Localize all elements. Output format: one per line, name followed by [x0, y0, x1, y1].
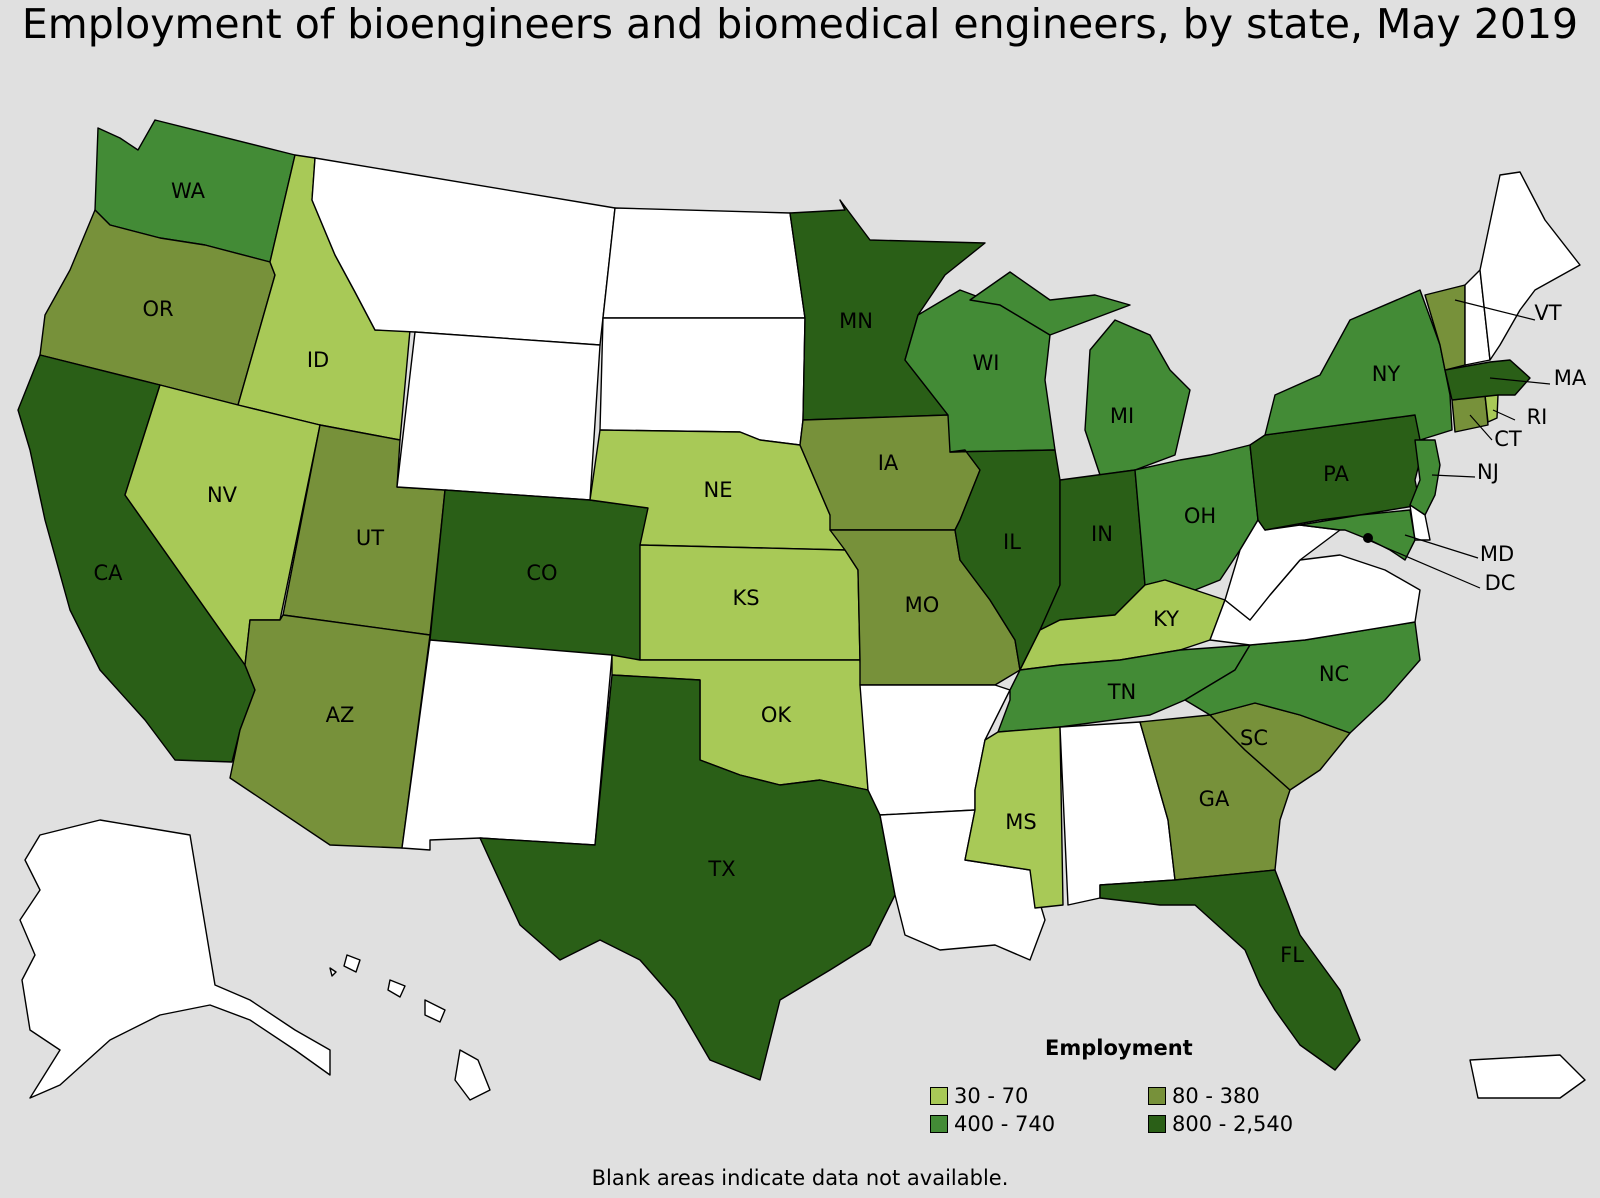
state-label-sc: SC: [1240, 726, 1268, 750]
state-label-ri: RI: [1527, 405, 1548, 429]
legend-label: 30 - 70: [954, 1084, 1029, 1108]
legend-swatch: [1148, 1087, 1166, 1105]
state-mi-upper[interactable]: [969, 271, 1131, 336]
state-label-ga: GA: [1199, 787, 1230, 811]
state-label-oh: OH: [1184, 504, 1216, 528]
state-ri[interactable]: [1484, 394, 1499, 423]
legend-label: 400 - 740: [954, 1112, 1056, 1136]
state-nj[interactable]: [1409, 439, 1441, 516]
state-label-wi: WI: [973, 351, 1000, 375]
leader-ri: [1492, 409, 1516, 421]
state-mn[interactable]: [789, 199, 986, 421]
state-me[interactable]: [1479, 171, 1581, 361]
state-label-ks: KS: [732, 586, 759, 610]
state-label-or: OR: [142, 297, 173, 321]
state-label-id: ID: [307, 348, 329, 372]
leader-md: [1404, 534, 1479, 559]
state-vt[interactable]: [1424, 284, 1466, 371]
state-fl[interactable]: [1099, 869, 1361, 1071]
state-label-nj: NJ: [1477, 460, 1499, 484]
state-hi-islands[interactable]: [329, 954, 446, 1023]
state-label-tx: TX: [707, 857, 735, 881]
state-tx[interactable]: [479, 674, 896, 1081]
legend-swatch: [930, 1087, 948, 1105]
state-hi[interactable]: [454, 1049, 491, 1101]
state-label-pa: PA: [1323, 462, 1349, 486]
state-ct[interactable]: [1451, 394, 1489, 433]
state-de[interactable]: [1409, 504, 1431, 541]
legend-swatch: [1148, 1115, 1166, 1133]
leader-dc: [1367, 539, 1481, 589]
state-label-tn: TN: [1107, 680, 1137, 704]
legend-title: Employment: [1045, 1036, 1193, 1060]
state-label-ca: CA: [93, 561, 123, 585]
state-label-ok: OK: [761, 703, 793, 727]
state-label-fl: FL: [1280, 943, 1304, 967]
state-ny[interactable]: [1264, 289, 1453, 441]
state-label-az: AZ: [326, 703, 355, 727]
state-az[interactable]: [229, 614, 431, 849]
state-label-wa: WA: [171, 179, 206, 203]
state-nm[interactable]: [401, 639, 613, 851]
state-ma[interactable]: [1444, 359, 1531, 401]
legend-item-400-740: 400 - 740: [930, 1112, 1055, 1136]
leader-vt: [1454, 299, 1536, 321]
footnote: Blank areas indicate data not available.: [591, 1166, 1009, 1190]
state-mi[interactable]: [1084, 319, 1191, 476]
state-pr[interactable]: [1469, 1054, 1586, 1099]
legend-item-30-70: 30 - 70: [930, 1084, 1028, 1108]
map-title: Employment of bioengineers and biomedica…: [21, 0, 1579, 48]
leader-ct: [1469, 414, 1493, 441]
state-label-in: IN: [1091, 522, 1113, 546]
state-label-ia: IA: [878, 451, 899, 475]
state-label-nv: NV: [207, 483, 238, 507]
state-nc[interactable]: [1184, 621, 1421, 734]
leader-nj: [1431, 474, 1476, 478]
state-label-ct: CT: [1494, 427, 1522, 451]
state-label-mn: MN: [839, 309, 873, 333]
state-label-ky: KY: [1153, 607, 1179, 631]
state-sd[interactable]: [599, 317, 806, 446]
state-label-nc: NC: [1319, 662, 1349, 686]
legend-swatch: [930, 1115, 948, 1133]
legend-label: 800 - 2,540: [1172, 1112, 1294, 1136]
leader-ma: [1489, 377, 1551, 385]
state-label-mi: MI: [1110, 404, 1134, 428]
legend-label: 80 - 380: [1172, 1084, 1260, 1108]
legend-item-800-2540: 800 - 2,540: [1148, 1112, 1293, 1136]
state-label-il: IL: [1003, 530, 1021, 554]
state-label-dc: DC: [1485, 571, 1516, 595]
state-label-vt: VT: [1534, 301, 1561, 325]
dc-marker[interactable]: [1363, 533, 1373, 543]
state-label-mo: MO: [905, 593, 940, 617]
state-label-ut: UT: [356, 526, 384, 550]
state-ms[interactable]: [964, 726, 1064, 909]
state-nd[interactable]: [602, 207, 806, 319]
state-label-ms: MS: [1005, 810, 1036, 834]
state-label-ne: NE: [704, 478, 733, 502]
state-label-md: MD: [1480, 542, 1514, 566]
legend-item-80-380: 80 - 380: [1148, 1084, 1260, 1108]
state-label-ny: NY: [1372, 362, 1401, 386]
state-label-ma: MA: [1554, 366, 1587, 390]
state-label-co: CO: [526, 561, 557, 585]
state-wy[interactable]: [396, 331, 601, 501]
state-ak[interactable]: [19, 819, 331, 1099]
